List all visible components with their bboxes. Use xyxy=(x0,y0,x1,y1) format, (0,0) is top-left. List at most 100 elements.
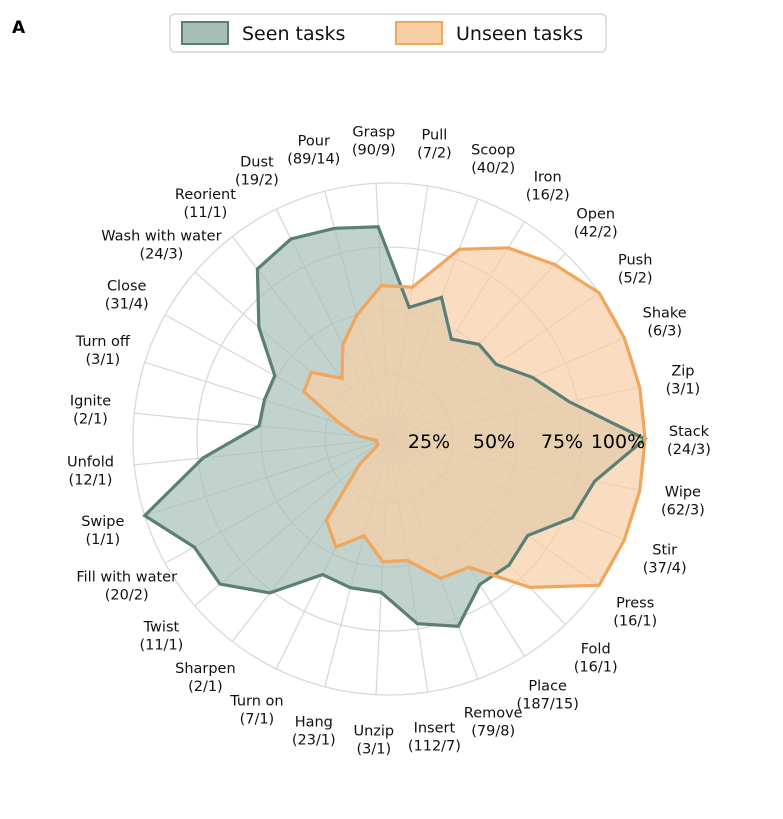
radial-tick-label: 50% xyxy=(473,431,515,453)
category-name: Unzip xyxy=(353,724,394,740)
category-name: Sharpen xyxy=(175,661,236,677)
category-counts: (16/2) xyxy=(526,187,570,203)
category-name: Press xyxy=(616,595,654,611)
category-name: Stack xyxy=(669,424,710,440)
category-name: Dust xyxy=(240,155,274,171)
category-label: Open (42/2) xyxy=(574,207,618,241)
category-label: Turn on (7/1) xyxy=(229,693,283,727)
category-counts: (37/4) xyxy=(643,560,687,576)
category-counts: (24/3) xyxy=(139,247,183,263)
category-counts: (12/1) xyxy=(69,472,113,488)
category-name: Swipe xyxy=(81,514,124,530)
category-label: Unfold (12/1) xyxy=(67,454,114,488)
category-label: Hang (23/1) xyxy=(292,714,336,748)
category-counts: (2/1) xyxy=(73,412,108,428)
radial-tick-label: 100% xyxy=(591,431,645,453)
category-counts: (90/9) xyxy=(352,142,396,158)
panel-label: A xyxy=(12,18,26,38)
category-label: Twist (11/1) xyxy=(139,619,183,653)
category-label: Unzip (3/1) xyxy=(353,724,394,758)
category-name: Wash with water xyxy=(101,229,221,245)
category-name: Close xyxy=(107,278,147,294)
legend-swatch-unseen xyxy=(395,21,443,45)
legend: Seen tasks Unseen tasks xyxy=(169,13,607,53)
radial-tick-labels: 25% 50% 75% 100% xyxy=(408,431,645,453)
category-label: Place (187/15) xyxy=(517,679,579,713)
category-counts: (11/1) xyxy=(183,205,227,221)
category-name: Push xyxy=(618,253,652,269)
category-name: Iron xyxy=(534,169,562,185)
category-label: Push (5/2) xyxy=(618,253,653,287)
category-counts: (20/2) xyxy=(105,588,149,604)
category-label: Reorient (11/1) xyxy=(175,187,236,221)
category-name: Turn off xyxy=(75,334,131,350)
category-counts: (2/1) xyxy=(188,679,223,695)
category-counts: (5/2) xyxy=(618,271,653,287)
category-label: Shake (6/3) xyxy=(643,306,687,340)
category-label: Fill with water (20/2) xyxy=(76,570,177,604)
category-label: Swipe (1/1) xyxy=(81,514,124,548)
category-name: Wipe xyxy=(665,484,701,500)
category-name: Fill with water xyxy=(76,570,177,586)
category-name: Scoop xyxy=(471,143,515,159)
category-counts: (6/3) xyxy=(647,324,682,340)
category-counts: (3/1) xyxy=(85,352,120,368)
radial-tick-label: 25% xyxy=(408,431,450,453)
category-labels: Stack (24/3) Zip (3/1) Shake (6/3) Push (5/2) Op… xyxy=(67,124,711,757)
category-name: Stir xyxy=(652,542,677,558)
category-counts: (24/3) xyxy=(667,442,711,458)
category-counts: (16/1) xyxy=(574,659,618,675)
category-counts: (31/4) xyxy=(105,296,149,312)
radial-tick-label: 75% xyxy=(541,431,583,453)
category-counts: (79/8) xyxy=(471,723,515,739)
category-name: Pour xyxy=(298,134,330,150)
category-label: Wash with water (24/3) xyxy=(101,229,221,263)
category-counts: (3/1) xyxy=(666,382,701,398)
category-counts: (112/7) xyxy=(408,739,461,755)
category-label: Dust (19/2) xyxy=(235,155,279,189)
category-label: Fold (16/1) xyxy=(574,641,618,675)
category-counts: (3/1) xyxy=(356,742,391,758)
category-name: Hang xyxy=(295,714,333,730)
legend-frame xyxy=(169,13,607,53)
category-counts: (19/2) xyxy=(235,173,279,189)
category-name: Place xyxy=(528,679,567,695)
category-name: Open xyxy=(576,207,615,223)
category-name: Zip xyxy=(671,364,694,380)
legend-swatch-seen xyxy=(181,21,229,45)
category-label: Press (16/1) xyxy=(613,595,657,629)
category-name: Unfold xyxy=(67,454,114,470)
category-label: Pour (89/14) xyxy=(287,134,340,168)
category-name: Shake xyxy=(643,306,687,322)
legend-label-unseen: Unseen tasks xyxy=(456,23,583,45)
category-label: Pull (7/2) xyxy=(417,128,452,162)
category-name: Insert xyxy=(414,721,456,737)
category-name: Fold xyxy=(581,641,611,657)
category-counts: (11/1) xyxy=(139,637,183,653)
category-name: Turn on xyxy=(229,693,283,709)
category-label: Turn off (3/1) xyxy=(75,334,131,368)
category-name: Twist xyxy=(143,619,180,635)
category-name: Ignite xyxy=(70,394,111,410)
category-counts: (89/14) xyxy=(287,152,340,168)
category-label: Remove (79/8) xyxy=(464,705,523,739)
series-line-seen xyxy=(142,225,648,628)
category-counts: (42/2) xyxy=(574,225,618,241)
category-label: Zip (3/1) xyxy=(666,364,701,398)
category-label: Sharpen (2/1) xyxy=(175,661,236,695)
series-area-unseen xyxy=(303,247,645,588)
category-label: Ignite (2/1) xyxy=(70,394,111,428)
category-label: Wipe (62/3) xyxy=(661,484,705,518)
category-label: Insert (112/7) xyxy=(408,721,461,755)
category-name: Remove xyxy=(464,705,523,721)
category-label: Scoop (40/2) xyxy=(471,143,515,177)
category-label: Close (31/4) xyxy=(105,278,149,312)
category-counts: (23/1) xyxy=(292,732,336,748)
category-counts: (40/2) xyxy=(471,161,515,177)
legend-label-seen: Seen tasks xyxy=(242,23,345,45)
category-counts: (187/15) xyxy=(517,697,579,713)
category-label: Iron (16/2) xyxy=(526,169,570,203)
category-label: Stack (24/3) xyxy=(667,424,711,458)
category-name: Reorient xyxy=(175,187,236,203)
